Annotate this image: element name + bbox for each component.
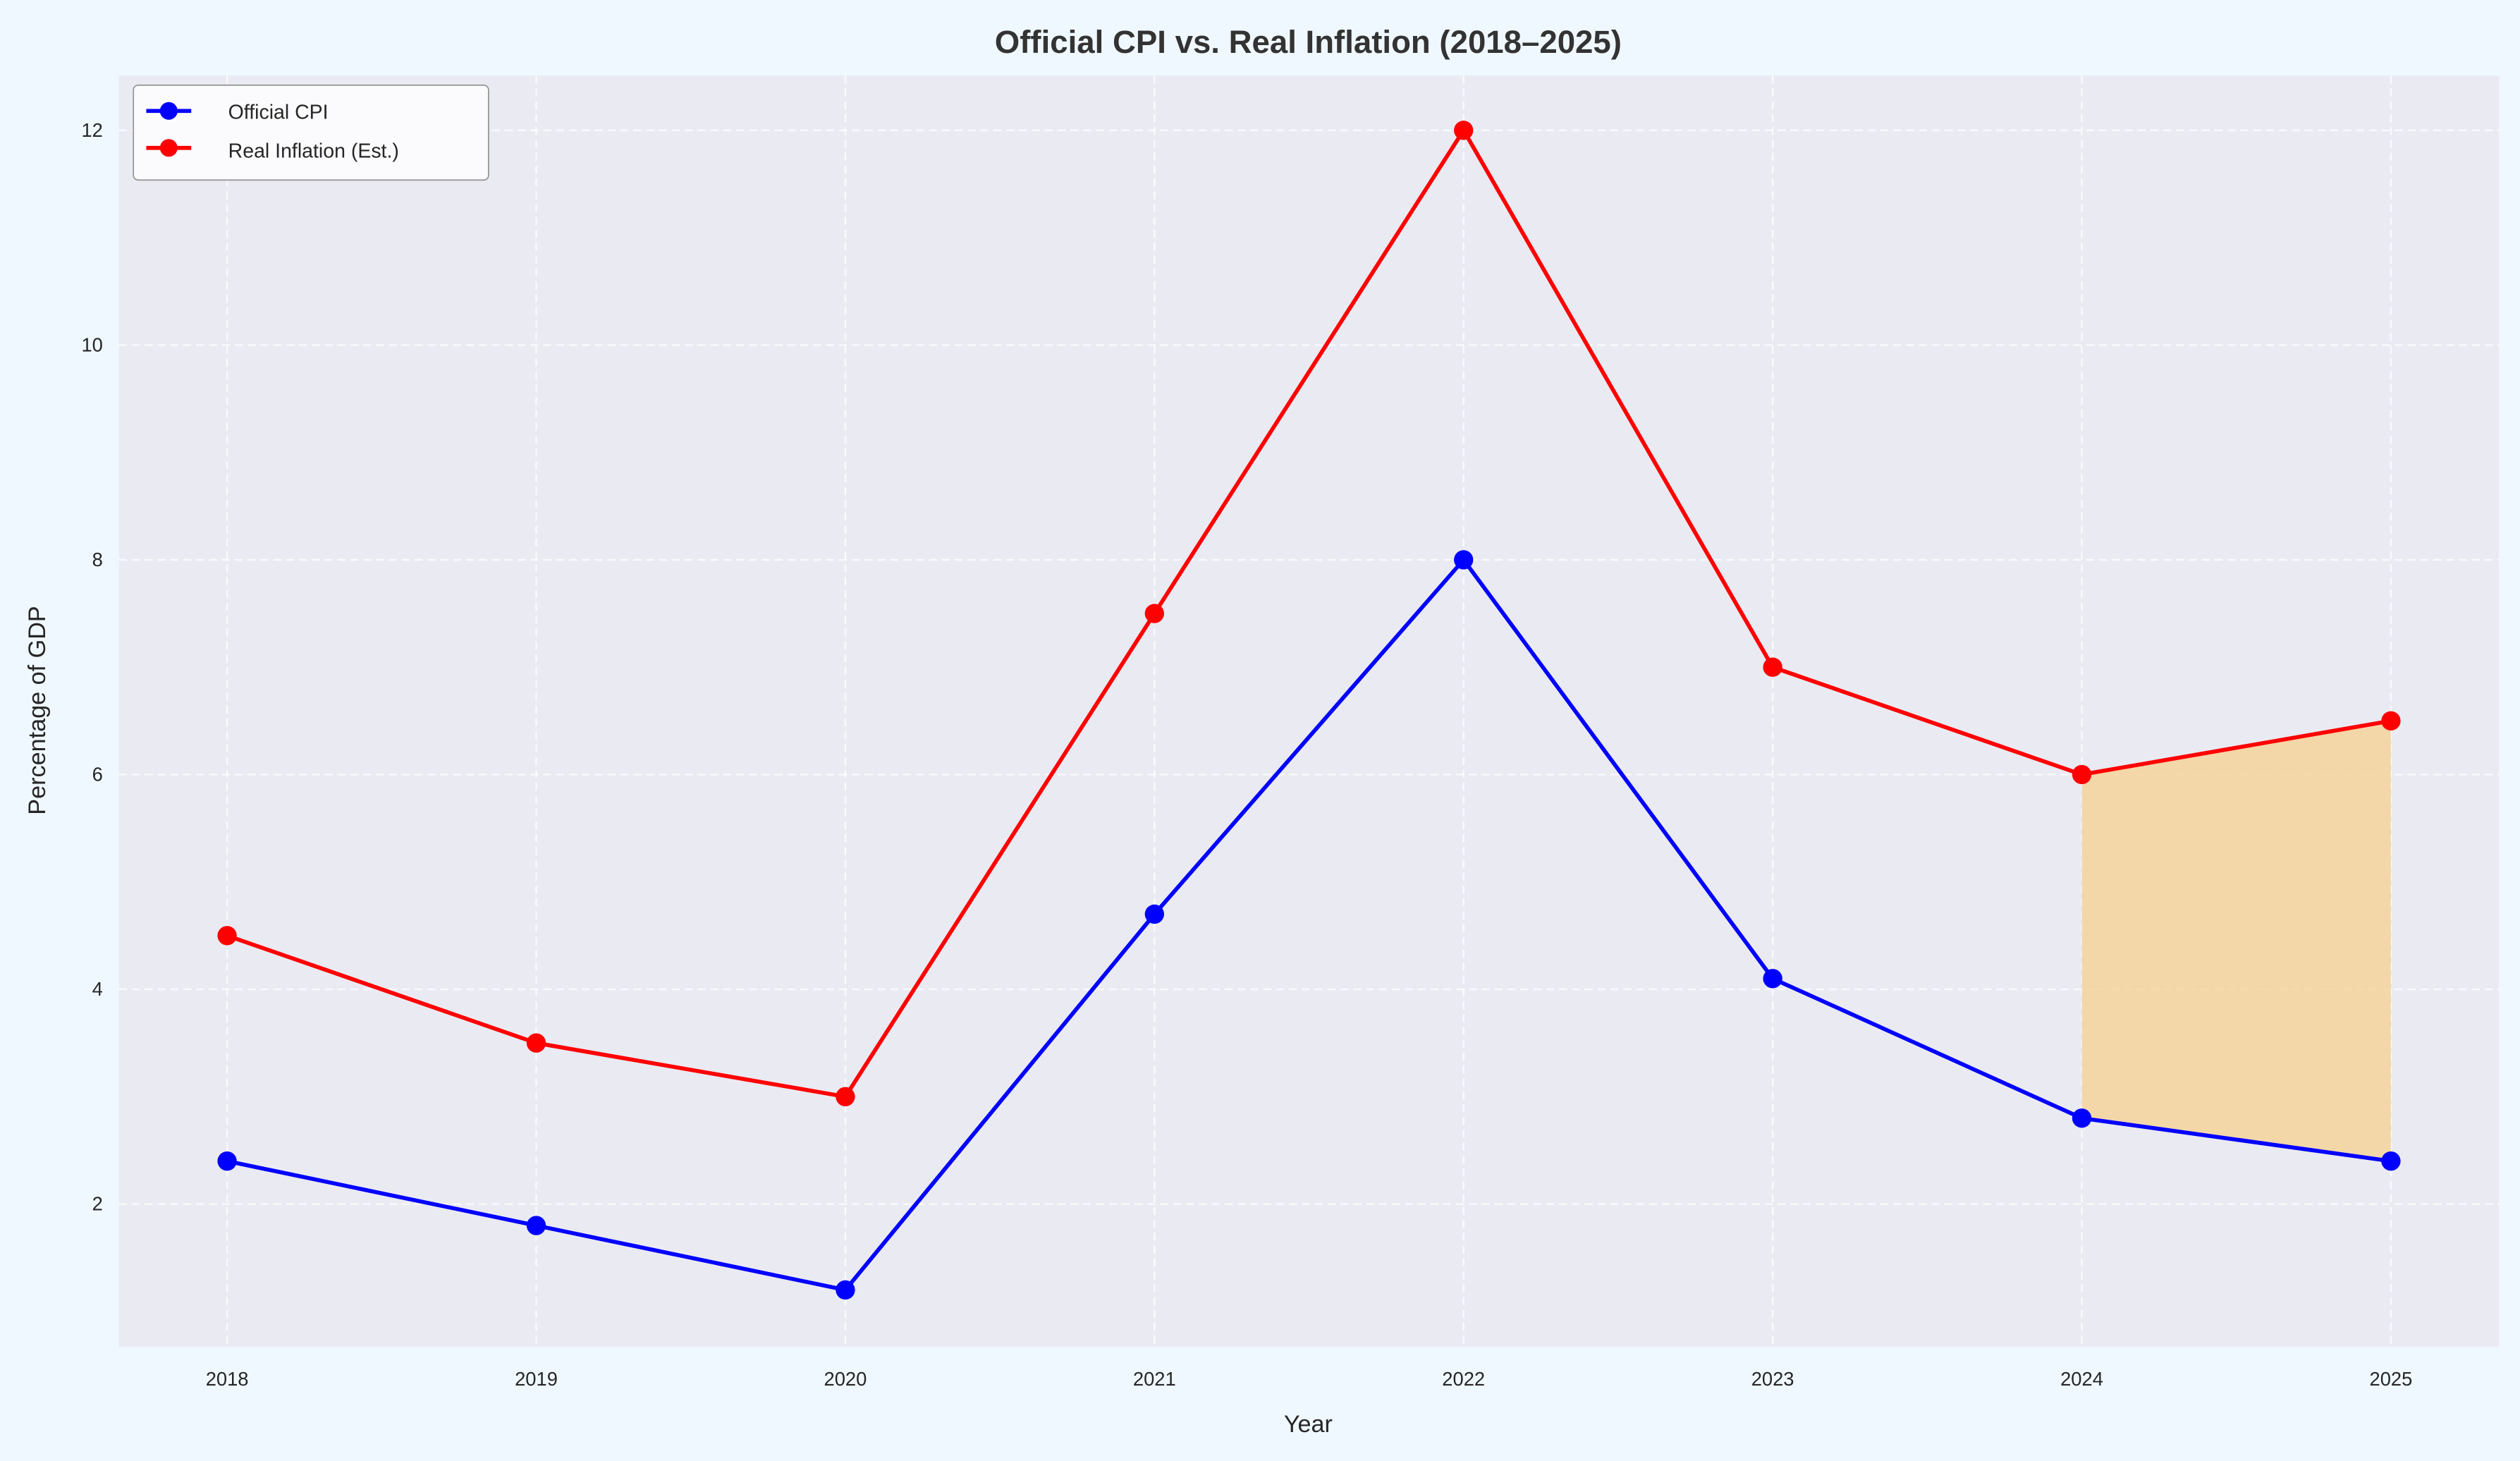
- line-real-inflation: [226, 128, 2392, 1099]
- x-tick-label: 2022: [1442, 1368, 1485, 1390]
- point-real-inflation: [2381, 711, 2401, 731]
- y-ticks: 2 4 6 8 10 12: [81, 119, 102, 1215]
- x-tick-label: 2020: [824, 1368, 867, 1390]
- legend: Official CPI Real Inflation (Est.): [133, 84, 489, 181]
- y-tick-label: 10: [81, 334, 102, 356]
- x-tick-label: 2021: [1133, 1368, 1176, 1390]
- legend-marker-official-cpi: [159, 102, 178, 120]
- point-real-inflation: [217, 926, 237, 946]
- y-axis-label: Percentage of GDP: [24, 606, 51, 814]
- y-tick-label: 8: [92, 549, 103, 570]
- x-axis-label: Year: [1284, 1411, 1333, 1438]
- x-ticks: 2018 2019 2020 2021 2022 2023 2024 2025: [206, 1368, 2413, 1390]
- point-official-cpi: [217, 1151, 237, 1171]
- x-tick-label: 2025: [2370, 1368, 2413, 1390]
- series-lines: [217, 121, 2401, 1300]
- x-tick-label: 2019: [515, 1368, 558, 1390]
- point-official-cpi: [2072, 1108, 2092, 1128]
- x-tick-label: 2018: [206, 1368, 249, 1390]
- x-tick-label: 2023: [1751, 1368, 1794, 1390]
- point-real-inflation: [836, 1087, 855, 1106]
- point-official-cpi: [2381, 1151, 2401, 1171]
- point-official-cpi: [836, 1280, 855, 1300]
- line-official-cpi: [226, 558, 2392, 1292]
- x-tick-label: 2024: [2060, 1368, 2103, 1390]
- y-tick-label: 4: [92, 978, 103, 1000]
- point-official-cpi: [1763, 969, 1782, 989]
- point-real-inflation: [1144, 604, 1164, 623]
- legend-label-official-cpi: Official CPI: [228, 102, 329, 124]
- point-real-inflation: [1454, 121, 1474, 140]
- point-official-cpi: [526, 1216, 546, 1235]
- plot-area: [118, 75, 2500, 1347]
- chart-title: Official CPI vs. Real Inflation (2018–20…: [995, 24, 1622, 60]
- y-tick-label: 12: [81, 119, 102, 141]
- y-tick-label: 6: [92, 764, 103, 785]
- point-official-cpi: [1454, 550, 1474, 570]
- point-real-inflation: [526, 1033, 546, 1053]
- legend-marker-real-inflation: [159, 139, 178, 157]
- point-official-cpi: [1144, 904, 1164, 924]
- point-real-inflation: [1763, 657, 1782, 677]
- y-tick-label: 2: [92, 1193, 103, 1215]
- shaded-gap: [2081, 721, 2391, 1161]
- point-real-inflation: [2072, 764, 2092, 785]
- shaded-region: [2081, 721, 2391, 1161]
- legend-label-real-inflation: Real Inflation (Est.): [228, 140, 399, 162]
